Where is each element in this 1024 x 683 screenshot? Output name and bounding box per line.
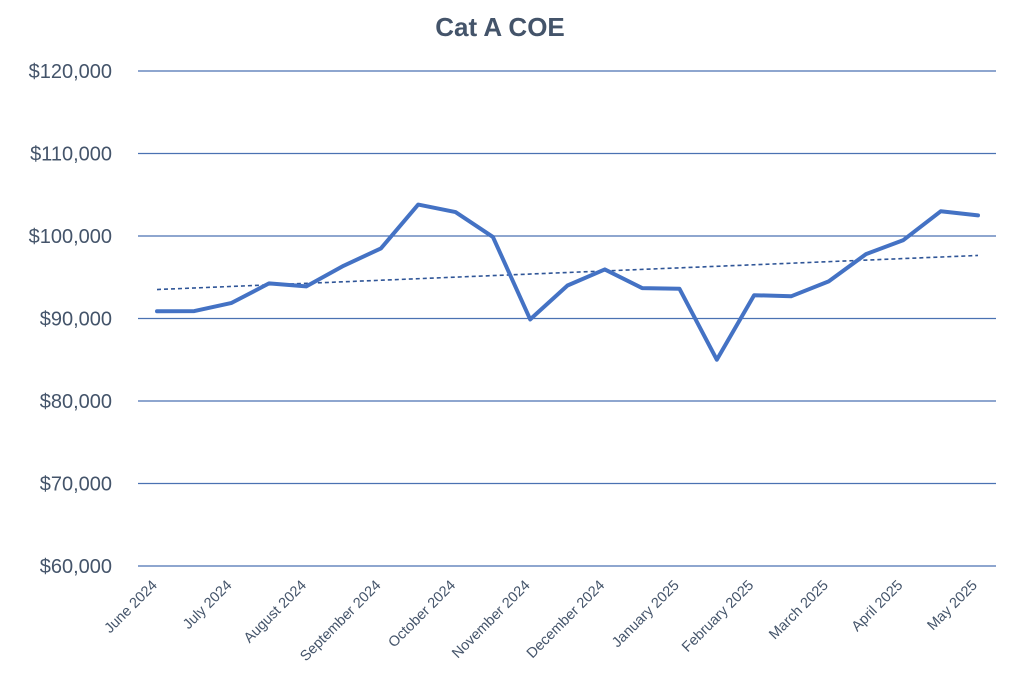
x-tick-label: July 2024 — [180, 578, 235, 633]
y-axis-ticks: $60,000 $70,000 $80,000 $90,000 $100,000 $110… — [29, 61, 112, 578]
x-tick-label: June 2024 — [102, 578, 161, 637]
y-tick-label: $110,000 — [30, 144, 112, 166]
x-tick-label: March 2025 — [766, 578, 831, 643]
y-tick-label: $60,000 — [40, 556, 112, 578]
chart-title: Cat A COE — [435, 12, 565, 42]
y-tick-label: $70,000 — [40, 474, 112, 496]
x-tick-label: December 2024 — [524, 578, 608, 662]
x-tick-label: January 2025 — [609, 578, 682, 651]
x-tick-label: May 2025 — [924, 578, 980, 634]
y-tick-label: $120,000 — [29, 61, 112, 83]
y-tick-label: $100,000 — [29, 226, 112, 248]
x-tick-label: February 2025 — [679, 578, 757, 656]
grid-lines — [138, 70, 996, 567]
series-group — [155, 202, 980, 362]
x-tick-label: November 2024 — [449, 578, 533, 662]
y-tick-label: $90,000 — [40, 309, 112, 331]
y-tick-label: $80,000 — [40, 391, 112, 413]
x-tick-label: April 2025 — [849, 578, 906, 635]
x-tick-label: September 2024 — [297, 578, 384, 665]
series-line — [155, 202, 980, 362]
x-tick-label: August 2024 — [241, 578, 310, 647]
x-tick-label: October 2024 — [386, 578, 459, 651]
